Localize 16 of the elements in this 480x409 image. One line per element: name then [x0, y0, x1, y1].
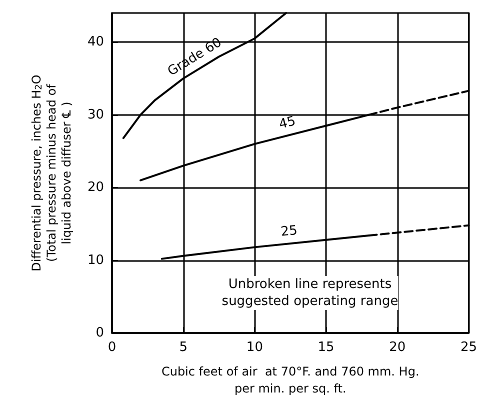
- y-tick-label: 40: [87, 34, 104, 50]
- x-tick-label: 10: [246, 340, 263, 355]
- y-tick-label: 0: [96, 326, 104, 340]
- x-tick-label: 5: [179, 340, 188, 355]
- annotation: Unbroken line represents suggested operating range: [222, 277, 398, 309]
- text: 25: [280, 223, 298, 240]
- x-tick-label: 20: [389, 340, 406, 355]
- y-tick-label: 10: [87, 252, 104, 268]
- y-axis-title: Differential pressure, inches H2O (Total pressure minus head of liquid above diffuser ℄ ): [30, 74, 74, 272]
- x-tick-label: 15: [318, 340, 334, 355]
- y-tick-label: 30: [87, 107, 104, 122]
- x-axis-title: Cubic feet of air at 70°F. and 760 mm. Hg. per min. per sq. ft.: [161, 364, 420, 396]
- y-tick-label: 20: [87, 180, 104, 196]
- x-tick-label: 25: [460, 340, 477, 355]
- x-tick-label: 0: [108, 340, 116, 355]
- text: 45: [278, 114, 298, 132]
